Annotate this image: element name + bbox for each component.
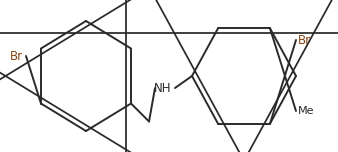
Text: Me: Me bbox=[298, 106, 314, 116]
Text: Br: Br bbox=[10, 50, 23, 62]
Text: NH: NH bbox=[154, 81, 172, 95]
Text: Br: Br bbox=[298, 33, 311, 47]
